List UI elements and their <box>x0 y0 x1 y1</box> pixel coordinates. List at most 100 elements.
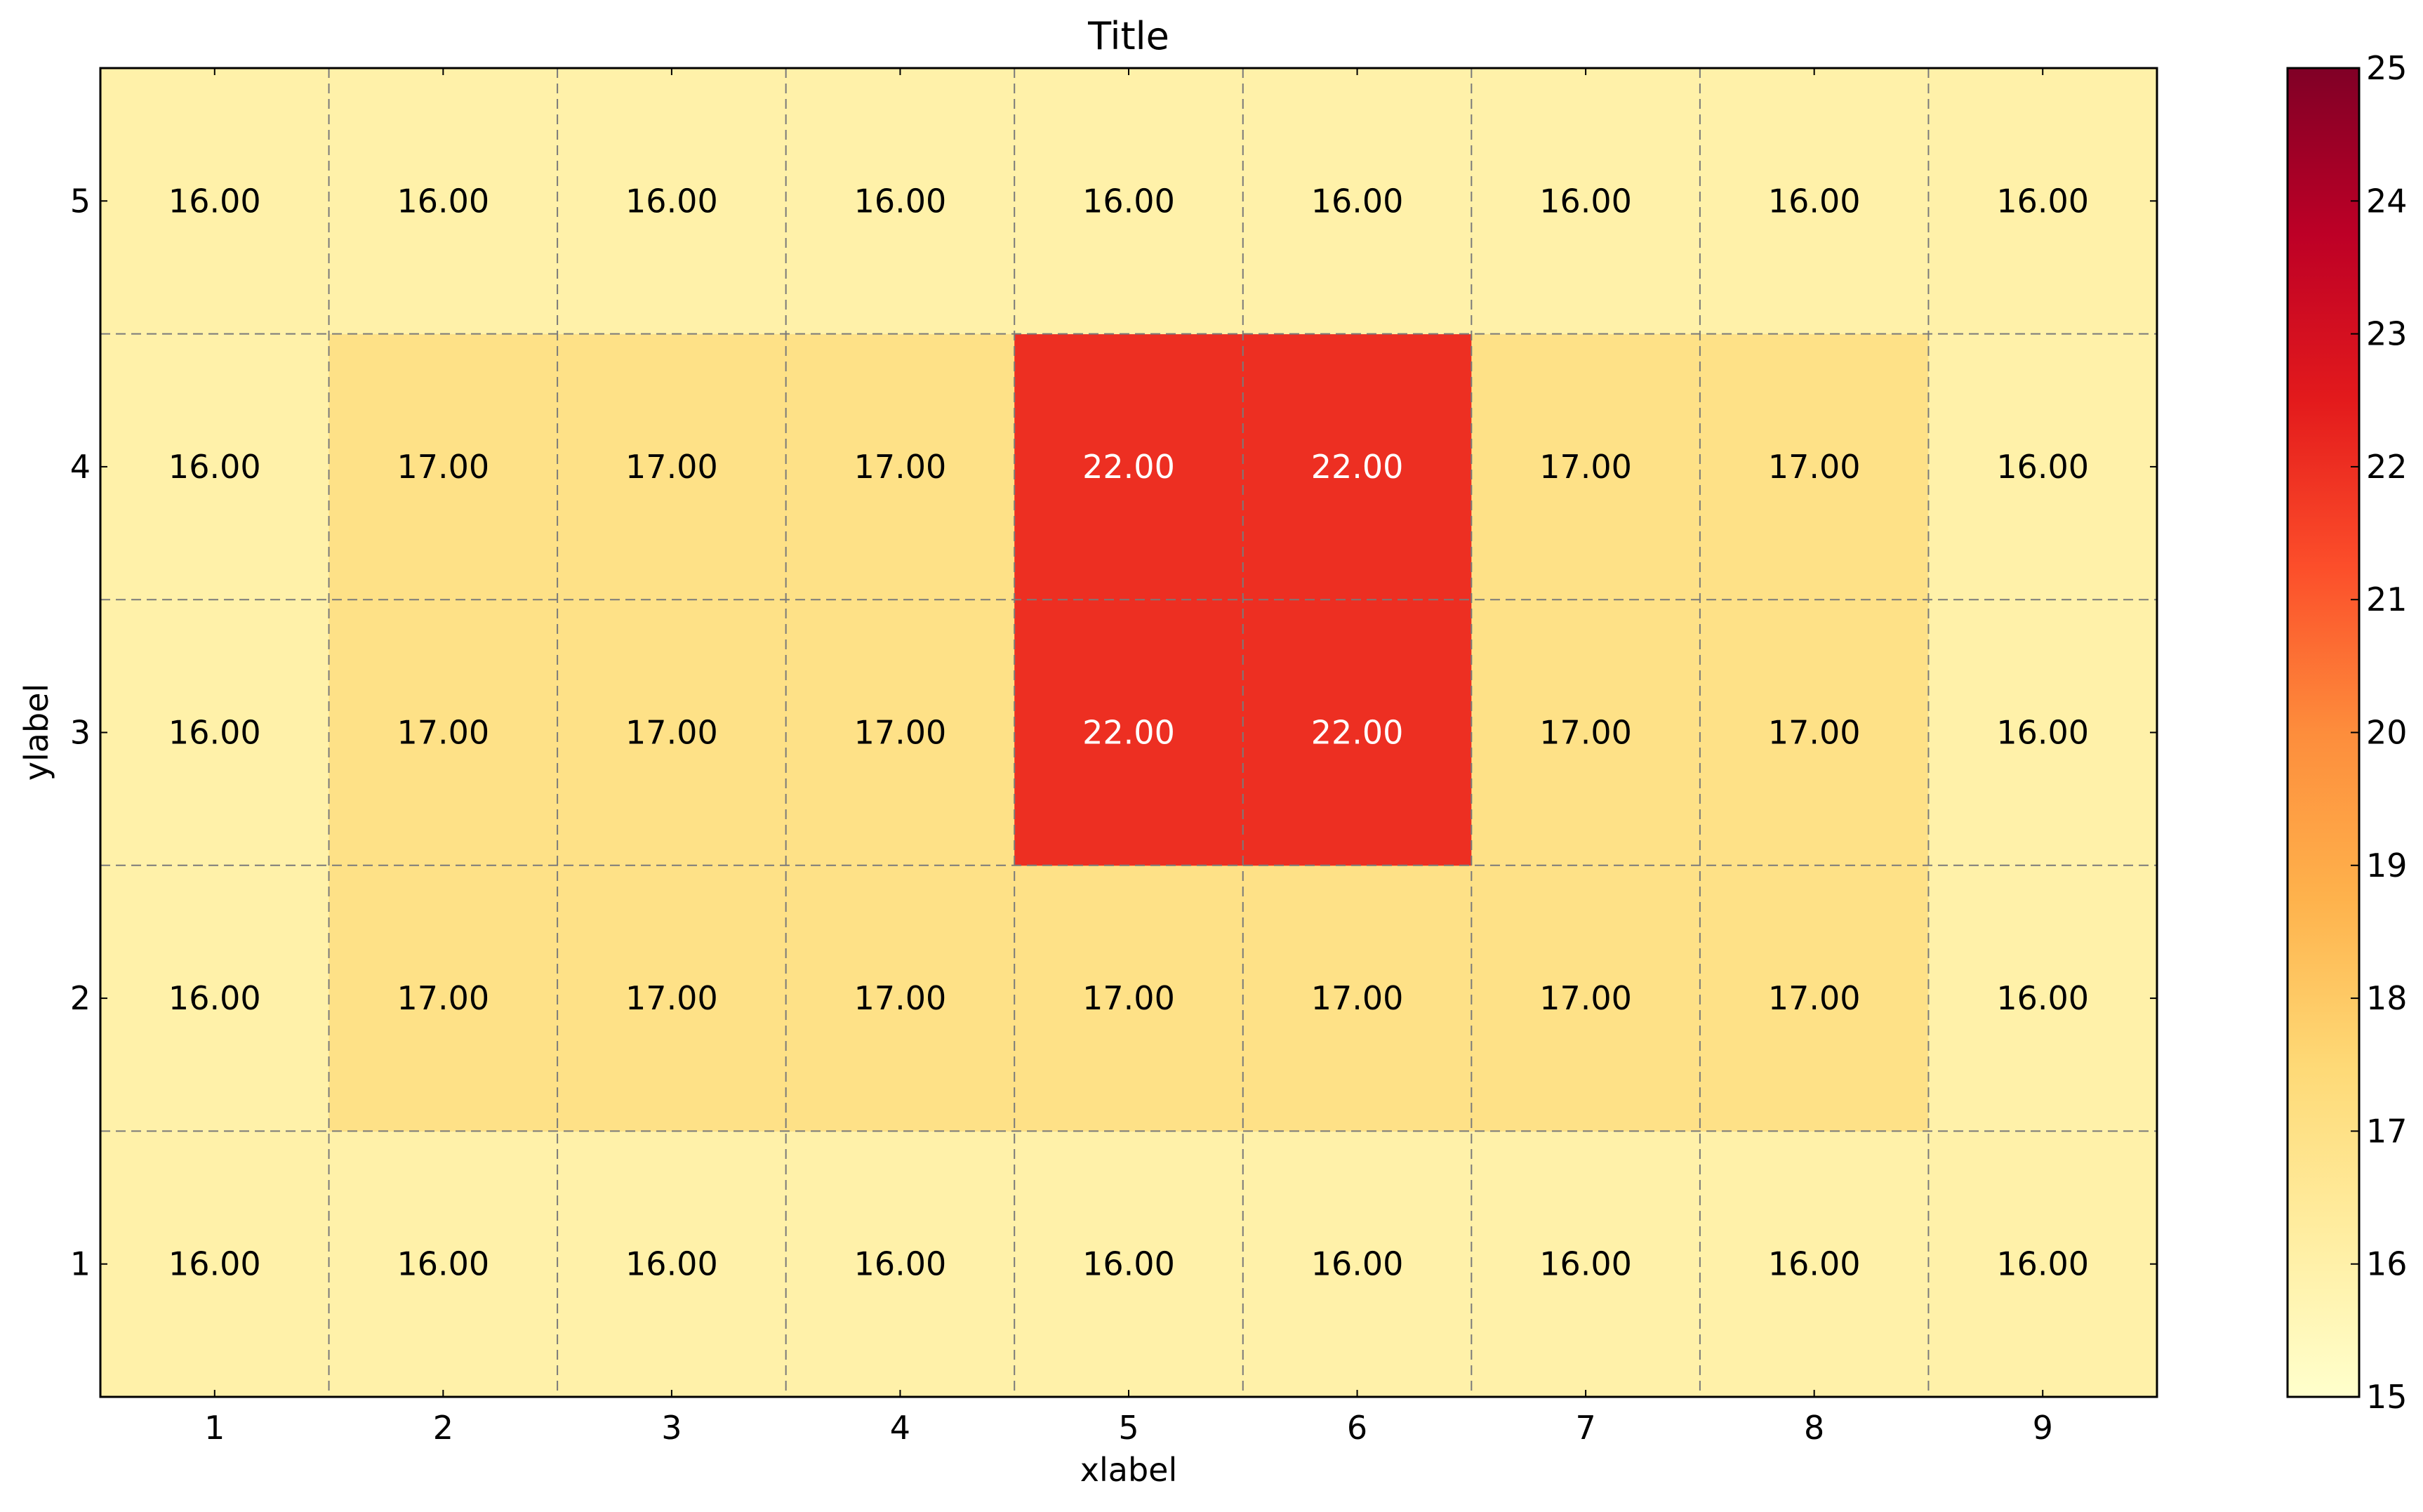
colorbar-ticks: 15 16 17 18 19 20 21 22 23 24 25 <box>2351 49 2408 1416</box>
cell-value-label: 16.00 <box>1539 1245 1632 1283</box>
heatmap-cell <box>1242 599 1472 866</box>
x-tick-label: 9 <box>2033 1409 2053 1447</box>
heatmap-cell <box>1471 68 1701 335</box>
cell-value-label: 16.00 <box>168 1245 261 1283</box>
colorbar-tick-label: 18 <box>2366 979 2408 1017</box>
heatmap-cell <box>557 333 787 600</box>
cell-value-label: 16.00 <box>1539 182 1632 220</box>
cell-value-label: 22.00 <box>1082 714 1175 752</box>
cell-value-label: 17.00 <box>854 448 947 486</box>
heatmap-cell <box>557 1131 787 1398</box>
heatmap-cell <box>1471 333 1701 600</box>
x-tick-label: 1 <box>204 1409 225 1447</box>
y-tick-label: 1 <box>70 1245 91 1283</box>
cell-value-label: 17.00 <box>1768 979 1861 1017</box>
cell-value-label: 16.00 <box>168 714 261 752</box>
x-axis-ticks: 1 2 3 4 5 6 7 8 9 <box>204 68 2053 1447</box>
colorbar-tick-label: 15 <box>2366 1378 2408 1416</box>
colorbar-tick-label: 19 <box>2366 847 2408 884</box>
heatmap-cell <box>1928 599 2158 866</box>
cell-value-label: 16.00 <box>1082 182 1175 220</box>
heatmap-cell <box>785 333 1015 600</box>
cell-value-label: 17.00 <box>1539 979 1632 1017</box>
heatmap-cell <box>100 865 330 1132</box>
heatmap-cell <box>100 599 330 866</box>
heatmap-cell <box>1699 865 1929 1132</box>
x-tick-label: 5 <box>1118 1409 1139 1447</box>
colorbar: 15 16 17 18 19 20 21 22 23 24 25 <box>2286 49 2408 1416</box>
heatmap-cell <box>557 68 787 335</box>
heatmap-cell <box>328 1131 558 1398</box>
heatmap-cell <box>328 865 558 1132</box>
cell-value-label: 16.00 <box>1082 1245 1175 1283</box>
cell-value-label: 22.00 <box>1311 448 1404 486</box>
x-tick-label: 6 <box>1347 1409 1367 1447</box>
y-tick-label: 5 <box>70 182 91 220</box>
heatmap-cell <box>1014 1131 1244 1398</box>
heatmap-cell <box>1014 599 1244 866</box>
cell-value-label: 16.00 <box>854 182 947 220</box>
cell-value-label: 16.00 <box>1768 1245 1861 1283</box>
colorbar-tick-label: 22 <box>2366 448 2408 486</box>
y-axis-label: ylabel <box>18 684 55 781</box>
y-tick-label: 2 <box>70 979 91 1017</box>
cell-value-label: 22.00 <box>1311 714 1404 752</box>
heatmap-cell <box>328 333 558 600</box>
cell-value-label: 16.00 <box>168 448 261 486</box>
heatmap-cell <box>1471 865 1701 1132</box>
y-axis-ticks: 1 2 3 4 5 <box>70 182 2157 1283</box>
heatmap-cell <box>1928 333 2158 600</box>
cell-value-label: 16.00 <box>1996 1245 2089 1283</box>
colorbar-tick-label: 21 <box>2366 581 2408 618</box>
cell-value-label: 17.00 <box>854 979 947 1017</box>
heatmap-cell <box>557 599 787 866</box>
heatmap-cell <box>1242 333 1472 600</box>
heatmap-cell <box>1928 68 2158 335</box>
x-tick-label: 3 <box>661 1409 682 1447</box>
x-tick-label: 2 <box>433 1409 453 1447</box>
heatmap-cell <box>785 865 1015 1132</box>
cell-value-label: 16.00 <box>1996 182 2089 220</box>
cell-value-label: 17.00 <box>397 714 489 752</box>
heatmap-cell <box>1699 1131 1929 1398</box>
x-tick-label: 7 <box>1575 1409 1595 1447</box>
heatmap-cell <box>785 599 1015 866</box>
cell-value-label: 16.00 <box>1996 448 2089 486</box>
heatmap-cell <box>1699 68 1929 335</box>
colorbar-tick-label: 24 <box>2366 182 2408 220</box>
cell-value-label: 17.00 <box>1539 448 1632 486</box>
cell-value-label: 16.00 <box>397 182 489 220</box>
y-tick-label: 3 <box>70 714 91 752</box>
heatmap-cell <box>328 599 558 866</box>
heatmap-cell <box>1699 333 1929 600</box>
heatmap-cell <box>1014 333 1244 600</box>
heatmap-cell <box>1014 865 1244 1132</box>
heatmap-cell <box>100 68 330 335</box>
cell-value-label: 17.00 <box>1539 714 1632 752</box>
cell-value-label: 16.00 <box>1996 714 2089 752</box>
colorbar-tick-label: 16 <box>2366 1245 2408 1283</box>
heatmap-cell <box>785 1131 1015 1398</box>
cell-value-label: 17.00 <box>1768 448 1861 486</box>
heatmap-cell <box>557 865 787 1132</box>
cell-value-label: 17.00 <box>625 979 718 1017</box>
x-tick-label: 4 <box>890 1409 910 1447</box>
heatmap-cell <box>1242 68 1472 335</box>
colorbar-tick-label: 25 <box>2366 49 2408 87</box>
cell-value-label: 16.00 <box>1311 1245 1404 1283</box>
heatmap-cell <box>785 68 1015 335</box>
heatmap-cell <box>1928 1131 2158 1398</box>
cell-value-label: 16.00 <box>1768 182 1861 220</box>
heatmap-cell <box>1471 599 1701 866</box>
cell-value-label: 16.00 <box>168 979 261 1017</box>
colorbar-tick-label: 23 <box>2366 315 2408 353</box>
colorbar-tick-label: 20 <box>2366 714 2408 752</box>
cell-value-label: 17.00 <box>1768 714 1861 752</box>
x-tick-label: 8 <box>1804 1409 1824 1447</box>
cell-value-label: 16.00 <box>1996 979 2089 1017</box>
cell-value-label: 17.00 <box>1311 979 1404 1017</box>
cell-value-label: 17.00 <box>854 714 947 752</box>
grid-lines <box>100 68 2157 1397</box>
